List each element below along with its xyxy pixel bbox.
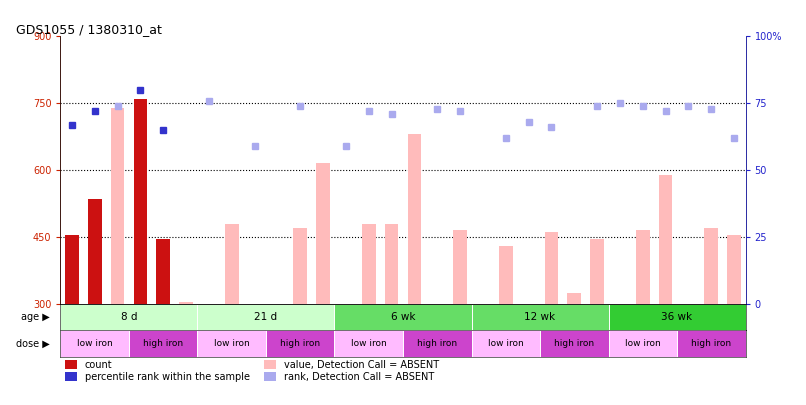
Bar	[609, 330, 677, 357]
Bar	[540, 330, 609, 357]
Bar	[499, 246, 513, 304]
Bar	[362, 224, 376, 304]
Bar	[453, 230, 467, 304]
Bar	[266, 330, 334, 357]
Bar	[408, 134, 422, 304]
Text: 36 wk: 36 wk	[662, 312, 692, 322]
Text: 8 d: 8 d	[121, 312, 137, 322]
Bar	[384, 224, 398, 304]
Text: dose ▶: dose ▶	[16, 339, 50, 349]
Bar	[88, 199, 102, 304]
Bar	[472, 304, 609, 330]
Text: high iron: high iron	[280, 339, 320, 348]
Bar	[472, 330, 540, 357]
Bar	[134, 99, 147, 304]
Legend: count, percentile rank within the sample, value, Detection Call = ABSENT, rank, : count, percentile rank within the sample…	[65, 360, 439, 382]
Text: high iron: high iron	[418, 339, 457, 348]
Bar	[609, 304, 746, 330]
Text: low iron: low iron	[488, 339, 524, 348]
Bar	[704, 228, 718, 304]
Bar	[316, 163, 330, 304]
Text: age ▶: age ▶	[22, 312, 50, 322]
Bar	[179, 301, 193, 304]
Text: 6 wk: 6 wk	[391, 312, 415, 322]
Bar	[334, 304, 472, 330]
Bar	[293, 228, 307, 304]
Text: low iron: low iron	[214, 339, 250, 348]
Bar	[225, 224, 239, 304]
Bar	[156, 239, 170, 304]
Bar	[60, 304, 197, 330]
Bar	[110, 108, 124, 304]
Bar	[197, 304, 334, 330]
Text: low iron: low iron	[77, 339, 113, 348]
Bar	[197, 330, 266, 357]
Text: 12 wk: 12 wk	[525, 312, 555, 322]
Text: high iron: high iron	[692, 339, 731, 348]
Bar	[567, 292, 581, 304]
Text: low iron: low iron	[351, 339, 387, 348]
Bar	[545, 232, 559, 304]
Bar	[65, 234, 79, 304]
Bar	[677, 330, 746, 357]
Bar	[334, 330, 403, 357]
Bar	[659, 175, 672, 304]
Bar	[590, 239, 604, 304]
Text: high iron: high iron	[143, 339, 183, 348]
Text: high iron: high iron	[555, 339, 594, 348]
Bar	[403, 330, 472, 357]
Bar	[129, 330, 197, 357]
Bar	[60, 330, 129, 357]
Text: 21 d: 21 d	[255, 312, 277, 322]
Text: low iron: low iron	[625, 339, 661, 348]
Bar	[636, 230, 650, 304]
Bar	[727, 234, 741, 304]
Text: GDS1055 / 1380310_at: GDS1055 / 1380310_at	[16, 23, 162, 36]
